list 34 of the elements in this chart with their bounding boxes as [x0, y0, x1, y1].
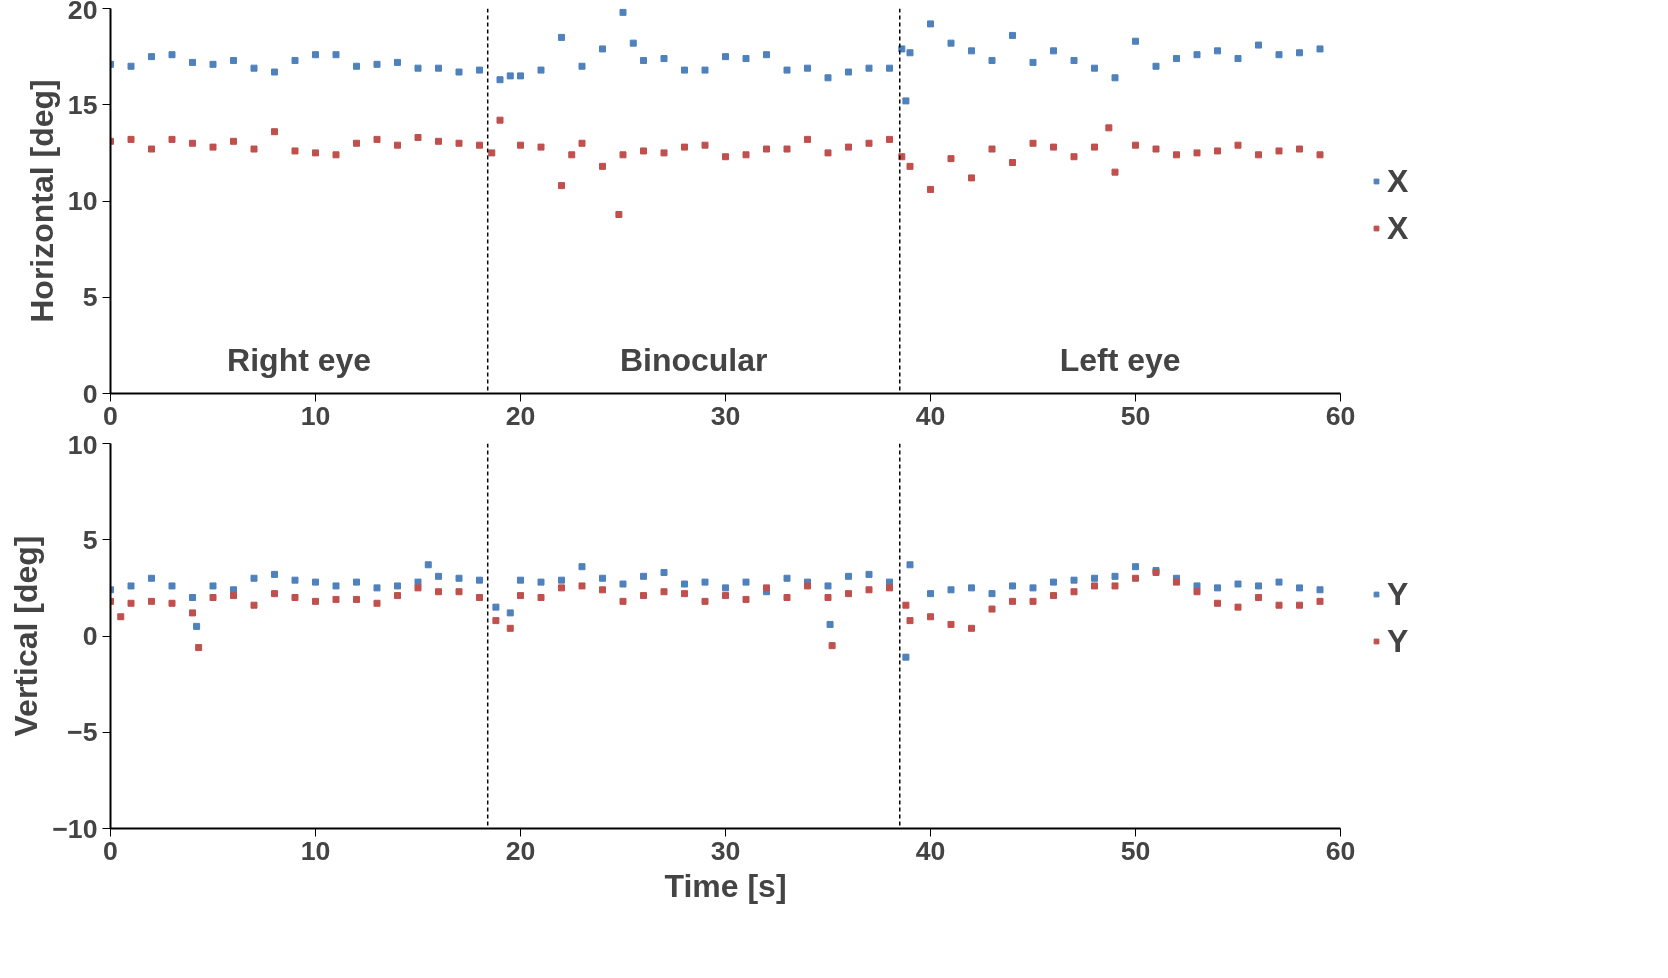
x-tick-label: 30	[710, 400, 741, 431]
x-tick-label: 60	[1325, 400, 1356, 431]
y-tick-label: 15	[67, 89, 98, 120]
legend-label: Y	[1387, 622, 1409, 660]
x-tick-label: 40	[915, 835, 946, 866]
y-tick-label: 5	[82, 282, 98, 313]
y-tick-label: 0	[82, 378, 98, 409]
y-tick-label: 20	[67, 0, 98, 25]
x-tick-label: 50	[1120, 400, 1151, 431]
legend-label: X	[1387, 162, 1409, 200]
y-axis-title: Vertical [deg]	[8, 535, 45, 737]
x-axis-title: Time [s]	[664, 867, 787, 904]
x-tick-label: 10	[300, 835, 331, 866]
x-tick-label: 10	[300, 400, 331, 431]
annotation: Binocular	[619, 342, 768, 379]
x-tick-label: 30	[710, 835, 741, 866]
x-tick-label: 0	[103, 400, 118, 431]
x-tick-label: 40	[915, 400, 946, 431]
x-tick-label: 0	[103, 835, 118, 866]
x-tick-label: 20	[505, 400, 536, 431]
annotation: Right eye	[227, 342, 372, 379]
y-tick-label: 10	[67, 429, 98, 460]
y-tick-label: −10	[52, 813, 98, 844]
legend-label: Y	[1387, 575, 1409, 613]
y-axis-title: Horizontal [deg]	[23, 79, 60, 323]
y-tick-label: 10	[67, 186, 98, 216]
y-tick-label: −5	[67, 717, 98, 748]
legend-label: X	[1387, 209, 1409, 247]
y-tick-label: 0	[82, 621, 98, 651]
annotation: Left eye	[1059, 342, 1181, 379]
x-tick-label: 20	[505, 835, 536, 866]
y-tick-label: 5	[82, 524, 98, 555]
x-tick-label: 50	[1120, 835, 1151, 866]
x-tick-label: 60	[1325, 835, 1356, 866]
